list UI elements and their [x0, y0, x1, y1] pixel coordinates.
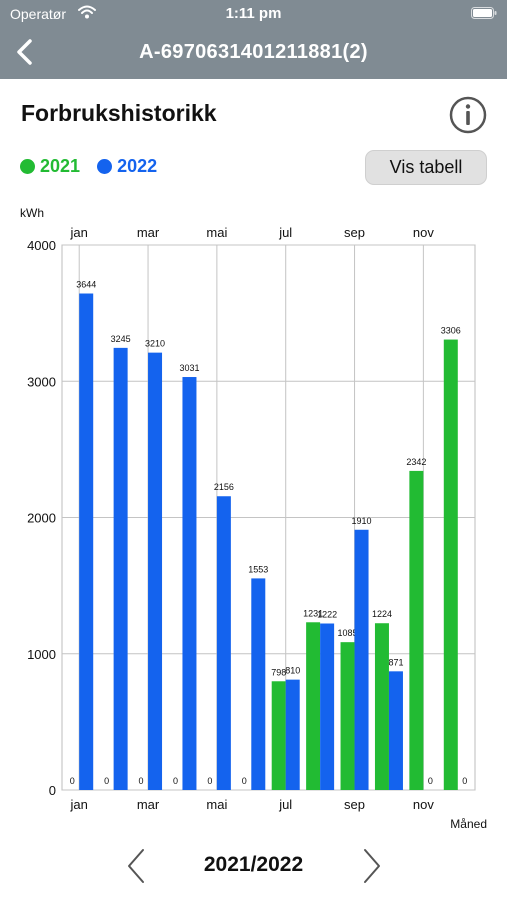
legend-item-2022: 2022: [97, 156, 157, 177]
y-tick-label: 3000: [27, 374, 56, 389]
wifi-icon: [78, 5, 96, 19]
bar-2021-nov: [409, 470, 424, 790]
info-button[interactable]: [448, 95, 488, 135]
legend-item-2021: 2021: [20, 156, 80, 177]
data-label-2021-des: 3306: [441, 326, 461, 336]
bar-2022-mar: [148, 352, 163, 790]
x-tick-label-top: jul: [278, 225, 292, 240]
legend-dot-2022: [97, 159, 113, 174]
data-label-2022-jan: 3644: [76, 280, 96, 290]
bar-2022-mai: [216, 496, 231, 790]
x-tick-label-top: mar: [137, 225, 160, 240]
data-label-2021-nov: 2342: [406, 457, 426, 467]
bar-2022-jan: [79, 293, 94, 790]
legend-dot-2021: [20, 159, 35, 174]
bar-2022-jul: [285, 679, 300, 790]
back-button[interactable]: [10, 36, 40, 68]
data-label-2022-nov: 0: [428, 776, 433, 786]
data-label-2021-apr: 0: [173, 776, 178, 786]
data-label-2022-aug: 1222: [317, 610, 337, 620]
bar-2021-aug: [306, 622, 321, 790]
data-label-2022-jul: 810: [285, 666, 300, 676]
nav-title: A-6970631401211881(2): [139, 41, 368, 63]
status-bar: Operatør 1:11 pm: [0, 0, 507, 28]
chevron-right-icon: [364, 849, 380, 883]
bar-2022-apr: [182, 377, 197, 790]
chevron-left-icon: [17, 39, 32, 65]
x-tick-label-top: sep: [344, 225, 365, 240]
previous-period-button[interactable]: [120, 846, 154, 886]
bar-2021-jul: [271, 681, 286, 790]
data-label-2022-mar: 3210: [145, 339, 165, 349]
chevron-left-icon: [128, 849, 144, 883]
data-label-2022-apr: 3031: [179, 363, 199, 373]
period-label: 2021/2022: [203, 853, 304, 876]
data-label-2022-feb: 3245: [111, 334, 131, 344]
x-tick-label-bottom: mar: [137, 797, 160, 812]
x-tick-label-bottom: mai: [206, 797, 227, 812]
data-label-2022-mai: 2156: [214, 482, 234, 492]
y-axis-title: kWh: [20, 206, 44, 220]
x-tick-label-bottom: jul: [278, 797, 292, 812]
y-tick-label: 0: [49, 783, 56, 798]
carrier-label: Operatør: [10, 6, 67, 22]
data-label-2021-mai: 0: [207, 776, 212, 786]
data-label-2021-feb: 0: [104, 776, 109, 786]
data-label-2022-okt: 871: [388, 657, 403, 667]
data-label-2021-mar: 0: [139, 776, 144, 786]
bar-2022-okt: [388, 671, 403, 790]
data-label-2022-sep: 1910: [352, 516, 372, 526]
info-icon: [449, 96, 487, 134]
x-tick-label-bottom: nov: [413, 797, 434, 812]
data-label-2022-jun: 1553: [248, 564, 268, 574]
data-label-2021-jan: 0: [70, 776, 75, 786]
data-label-2021-jun: 0: [242, 776, 247, 786]
bar-2022-jun: [251, 578, 266, 790]
y-tick-label: 2000: [27, 511, 56, 526]
data-label-2022-des: 0: [462, 776, 467, 786]
bar-2022-aug: [320, 623, 335, 790]
next-period-button[interactable]: [354, 846, 388, 886]
data-label-2021-jul: 798: [271, 667, 286, 677]
x-tick-label-top: nov: [413, 225, 434, 240]
show-table-button[interactable]: Vis tabell: [365, 150, 487, 185]
data-label-2021-sep: 1085: [338, 628, 358, 638]
consumption-bar-chart: 0 1000 2000 3000 4000 jan mar mai jul sep nov jan ma…: [20, 206, 487, 831]
data-label-2021-aug: 1231: [303, 608, 323, 618]
bar-2021-des: [443, 339, 458, 790]
x-tick-label-top: mai: [206, 225, 227, 240]
x-tick-label-bottom: jan: [70, 797, 88, 812]
bar-2022-feb: [113, 347, 128, 790]
status-time: 1:11 pm: [225, 5, 282, 22]
bar-2021-sep: [340, 642, 355, 790]
x-axis-title: Måned: [450, 817, 487, 831]
page-title: Forbrukshistorikk: [21, 100, 217, 126]
legend-label-2022: 2022: [117, 156, 158, 176]
chart-legend: 2021 2022: [20, 156, 169, 180]
x-tick-label-bottom: sep: [344, 797, 365, 812]
y-tick-label: 4000: [27, 238, 56, 253]
data-label-2021-okt: 1224: [372, 609, 392, 619]
x-tick-label-top: jan: [70, 225, 88, 240]
battery-icon: [471, 7, 497, 19]
bar-2022-sep: [354, 529, 369, 790]
period-pager: 2021/2022: [0, 840, 507, 892]
navigation-bar: Operatør 1:11 pm A-6970631401211881(2): [0, 0, 507, 79]
y-tick-label: 1000: [27, 647, 56, 662]
bar-2021-okt: [374, 623, 389, 790]
legend-label-2021: 2021: [40, 156, 81, 176]
